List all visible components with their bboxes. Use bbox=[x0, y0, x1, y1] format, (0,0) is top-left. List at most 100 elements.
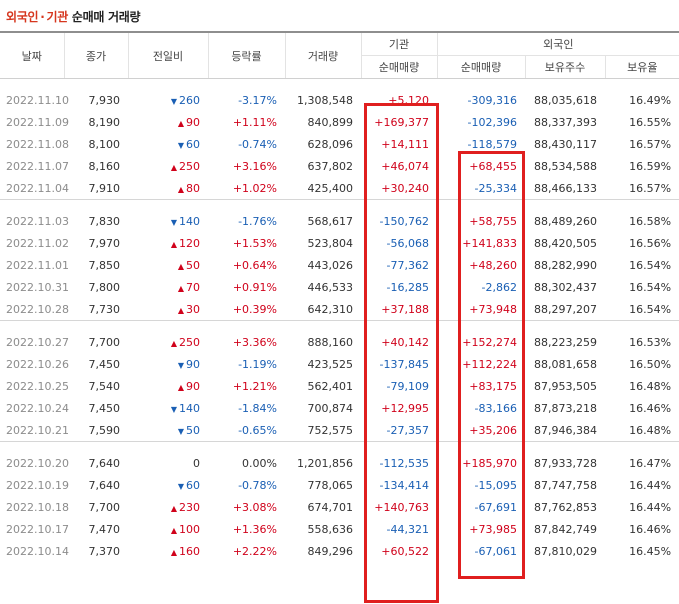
table-row: 2022.11.01 7,850 ▲ 50 +0.64% 443,026 -77,362 +4… bbox=[0, 254, 679, 276]
cell-institution-net: +5,120 bbox=[388, 93, 429, 107]
cell-foreign-ratio: 16.54% bbox=[629, 258, 672, 272]
title-foreign: 외국인 bbox=[6, 10, 39, 24]
cell-foreign-ratio: 16.57% bbox=[629, 137, 672, 151]
cell-volume: 423,525 bbox=[307, 357, 354, 371]
cell-change-value: 0 bbox=[193, 456, 200, 470]
cell-date: 2022.11.01 bbox=[6, 258, 69, 272]
cell-date: 2022.10.14 bbox=[6, 544, 69, 558]
cell-institution-net: +60,522 bbox=[381, 544, 429, 558]
cell-change-value: 140 bbox=[179, 214, 200, 228]
cell-volume: 523,804 bbox=[307, 236, 354, 250]
cell-change-value: 50 bbox=[186, 423, 200, 437]
cell-foreign-holdings: 88,420,505 bbox=[534, 236, 597, 250]
cell-foreign-holdings: 88,302,437 bbox=[534, 280, 597, 294]
header-volume: 거래량 bbox=[284, 31, 361, 79]
cell-change-value: 250 bbox=[179, 335, 200, 349]
cell-close: 7,830 bbox=[88, 214, 121, 228]
cell-rate: -1.84% bbox=[238, 401, 277, 415]
cell-change: ▲ 50 bbox=[128, 254, 208, 276]
cell-change-value: 80 bbox=[186, 181, 200, 195]
cell-foreign-holdings: 87,762,853 bbox=[534, 500, 597, 514]
cell-foreign-net: +73,948 bbox=[469, 302, 517, 316]
cell-foreign-ratio: 16.45% bbox=[629, 544, 672, 558]
triangle-down-icon: ▼ bbox=[177, 140, 184, 150]
cell-change: ▲ 120 bbox=[128, 232, 208, 254]
cell-foreign-ratio: 16.46% bbox=[629, 522, 672, 536]
triangle-down-icon: ▼ bbox=[177, 481, 184, 491]
cell-institution-net: -77,362 bbox=[386, 258, 429, 272]
cell-volume: 778,065 bbox=[307, 478, 354, 492]
triangle-up-icon: ▲ bbox=[170, 525, 177, 535]
cell-rate: +0.39% bbox=[232, 302, 277, 316]
cell-foreign-holdings: 88,223,259 bbox=[534, 335, 597, 349]
cell-volume: 562,401 bbox=[307, 379, 354, 393]
cell-change-value: 160 bbox=[179, 544, 200, 558]
cell-volume: 558,636 bbox=[307, 522, 354, 536]
table-body: 2022.11.10 7,930 ▼ 260 -3.17% 1,308,548 +5,120… bbox=[0, 79, 679, 563]
cell-foreign-holdings: 87,873,218 bbox=[534, 401, 597, 415]
cell-date: 2022.10.20 bbox=[6, 456, 69, 470]
cell-volume: 642,310 bbox=[307, 302, 354, 316]
cell-foreign-net: +152,274 bbox=[462, 335, 517, 349]
cell-institution-net: +46,074 bbox=[381, 159, 429, 173]
cell-foreign-net: +73,985 bbox=[469, 522, 517, 536]
table-row: 2022.10.18 7,700 ▲ 230 +3.08% 674,701 +140,763… bbox=[0, 496, 679, 518]
cell-institution-net: +169,377 bbox=[374, 115, 429, 129]
cell-rate: +0.91% bbox=[232, 280, 277, 294]
cell-foreign-net: -83,166 bbox=[474, 401, 517, 415]
cell-change: ▼ 60 bbox=[128, 133, 208, 155]
header-foreign-ratio: 보유율 bbox=[604, 55, 679, 79]
cell-foreign-holdings: 88,337,393 bbox=[534, 115, 597, 129]
cell-foreign-ratio: 16.54% bbox=[629, 280, 672, 294]
header-date: 날짜 bbox=[0, 31, 64, 79]
cell-volume: 637,802 bbox=[307, 159, 354, 173]
triangle-up-icon: ▲ bbox=[177, 283, 184, 293]
cell-rate: +1.02% bbox=[232, 181, 277, 195]
cell-rate: +3.16% bbox=[232, 159, 277, 173]
cell-foreign-net: +35,206 bbox=[469, 423, 517, 437]
cell-foreign-ratio: 16.50% bbox=[629, 357, 672, 371]
cell-foreign-ratio: 16.59% bbox=[629, 159, 672, 173]
cell-rate: +1.21% bbox=[232, 379, 277, 393]
cell-foreign-net: +68,455 bbox=[469, 159, 517, 173]
cell-change: ▲ 80 bbox=[128, 177, 208, 200]
cell-date: 2022.10.25 bbox=[6, 379, 69, 393]
group-divider bbox=[0, 320, 679, 331]
cell-change: ▲ 70 bbox=[128, 276, 208, 298]
triangle-up-icon: ▲ bbox=[170, 162, 177, 172]
table-row: 2022.10.20 7,640 0 0.00% 1,201,856 -112,535 +1… bbox=[0, 452, 679, 474]
cell-volume: 674,701 bbox=[307, 500, 354, 514]
cell-foreign-net: +83,175 bbox=[469, 379, 517, 393]
cell-change: ▼ 140 bbox=[128, 397, 208, 419]
cell-foreign-net: +141,833 bbox=[462, 236, 517, 250]
cell-foreign-ratio: 16.44% bbox=[629, 478, 672, 492]
cell-change-value: 100 bbox=[179, 522, 200, 536]
cell-institution-net: -44,321 bbox=[386, 522, 429, 536]
cell-volume: 446,533 bbox=[307, 280, 354, 294]
cell-foreign-net: -25,334 bbox=[474, 181, 517, 195]
cell-date: 2022.10.18 bbox=[6, 500, 69, 514]
cell-close: 7,640 bbox=[88, 478, 121, 492]
cell-change: ▲ 250 bbox=[128, 331, 208, 353]
triangle-up-icon: ▲ bbox=[177, 118, 184, 128]
title-subject: 순매매 거래량 bbox=[71, 10, 141, 24]
cell-close: 7,970 bbox=[88, 236, 121, 250]
cell-date: 2022.11.07 bbox=[6, 159, 69, 173]
cell-foreign-net: +112,224 bbox=[462, 357, 517, 371]
header-change: 전일비 bbox=[127, 31, 208, 79]
triangle-up-icon: ▲ bbox=[170, 338, 177, 348]
cell-foreign-ratio: 16.44% bbox=[629, 500, 672, 514]
cell-close: 8,190 bbox=[88, 115, 121, 129]
table-row: 2022.11.02 7,970 ▲ 120 +1.53% 523,804 -56,068 +… bbox=[0, 232, 679, 254]
cell-foreign-holdings: 88,282,990 bbox=[534, 258, 597, 272]
cell-institution-net: -150,762 bbox=[379, 214, 429, 228]
cell-foreign-net: -67,691 bbox=[474, 500, 517, 514]
table-row: 2022.10.19 7,640 ▼ 60 -0.78% 778,065 -134,414 -… bbox=[0, 474, 679, 496]
cell-institution-net: +140,763 bbox=[374, 500, 429, 514]
cell-close: 8,100 bbox=[88, 137, 121, 151]
cell-foreign-net: +48,260 bbox=[469, 258, 517, 272]
cell-date: 2022.11.02 bbox=[6, 236, 69, 250]
cell-change: ▲ 100 bbox=[128, 518, 208, 540]
table-row: 2022.10.25 7,540 ▲ 90 +1.21% 562,401 -79,109 +8… bbox=[0, 375, 679, 397]
cell-volume: 849,296 bbox=[307, 544, 354, 558]
